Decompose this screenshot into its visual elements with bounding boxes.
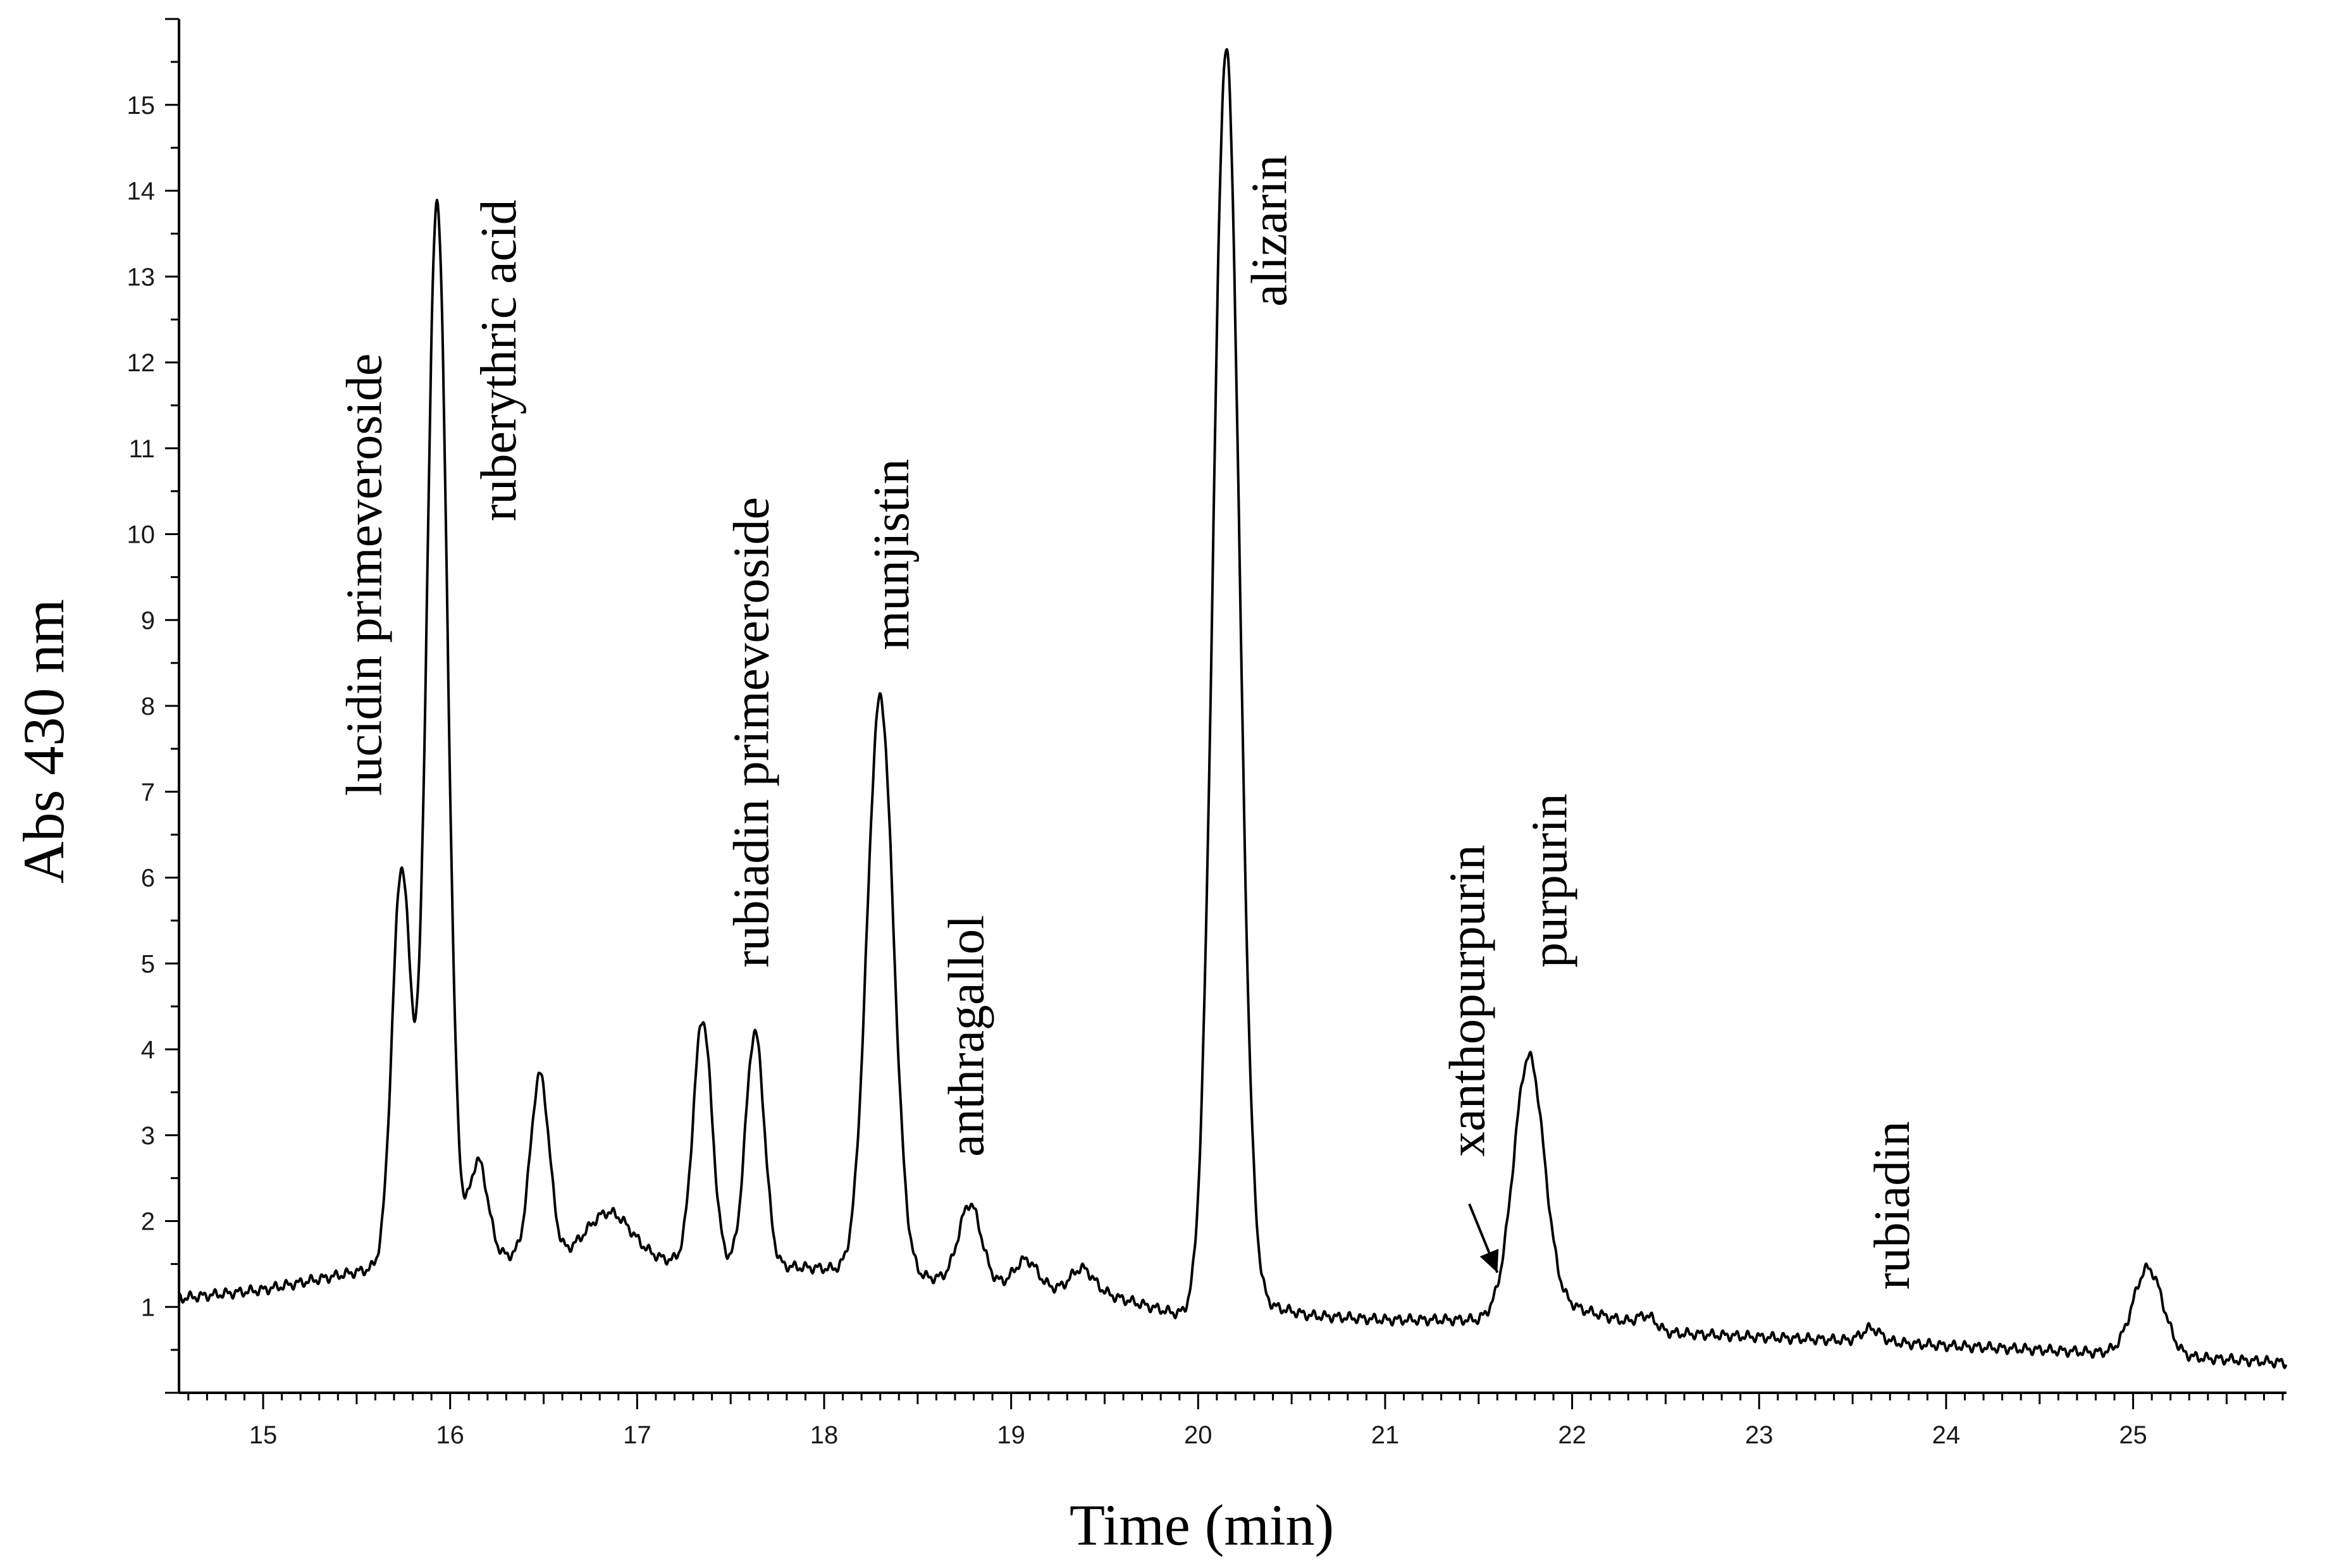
peak-annotations: lucidin primeveroside ruberythric acid rub… bbox=[336, 155, 1920, 1290]
peak-label: ruberythric acid bbox=[471, 199, 527, 521]
x-tick-label: 20 bbox=[1184, 1421, 1212, 1449]
arrow-head-icon bbox=[1479, 1249, 1499, 1273]
y-tick-label: 6 bbox=[141, 865, 155, 892]
y-tick-label: 9 bbox=[141, 607, 155, 634]
x-axis-title: Time (min) bbox=[1070, 1493, 1334, 1557]
x-tick-label: 21 bbox=[1371, 1421, 1400, 1449]
y-tick-label: 5 bbox=[141, 950, 155, 978]
peak-label: xanthopurpurin bbox=[1440, 844, 1496, 1156]
peak-label: lucidin primeveroside bbox=[336, 354, 392, 796]
x-tick-label: 15 bbox=[249, 1421, 278, 1449]
x-tick-label: 22 bbox=[1558, 1421, 1586, 1449]
x-tick-label: 25 bbox=[2119, 1421, 2147, 1449]
y-tick-label: 7 bbox=[141, 779, 155, 806]
y-tick-label: 13 bbox=[127, 263, 156, 291]
y-tick-label: 2 bbox=[141, 1208, 155, 1236]
peak-label: purpurin bbox=[1522, 793, 1578, 968]
peak-label: munjistin bbox=[864, 459, 920, 650]
x-axis: 15 16 17 18 19 20 21 22 23 24 25 bbox=[179, 1392, 2286, 1449]
x-tick-label: 17 bbox=[623, 1421, 651, 1449]
y-tick-label: 10 bbox=[127, 521, 156, 549]
y-tick-label: 3 bbox=[141, 1122, 155, 1150]
x-tick-label: 16 bbox=[436, 1421, 464, 1449]
x-tick-label: 24 bbox=[1932, 1421, 1961, 1449]
y-tick-label: 8 bbox=[141, 693, 155, 720]
peak-label: anthragallol bbox=[939, 915, 994, 1157]
y-tick-label: 11 bbox=[128, 435, 155, 463]
y-tick-label: 1 bbox=[141, 1293, 155, 1321]
x-tick-label: 18 bbox=[810, 1421, 839, 1449]
x-tick-label: 23 bbox=[1745, 1421, 1774, 1449]
y-tick-label: 12 bbox=[127, 349, 156, 377]
peak-label: alizarin bbox=[1242, 155, 1297, 307]
y-tick-label: 14 bbox=[127, 178, 156, 206]
y-tick-label: 15 bbox=[127, 92, 156, 120]
y-axis-title: Abs 430 nm bbox=[11, 599, 76, 884]
absorbance-trace bbox=[178, 48, 2288, 1369]
peak-label: rubiadin primeveroside bbox=[724, 497, 779, 968]
peak-label: rubiadin bbox=[1865, 1121, 1920, 1290]
y-tick-label: 4 bbox=[141, 1036, 155, 1064]
x-tick-label: 19 bbox=[997, 1421, 1025, 1449]
